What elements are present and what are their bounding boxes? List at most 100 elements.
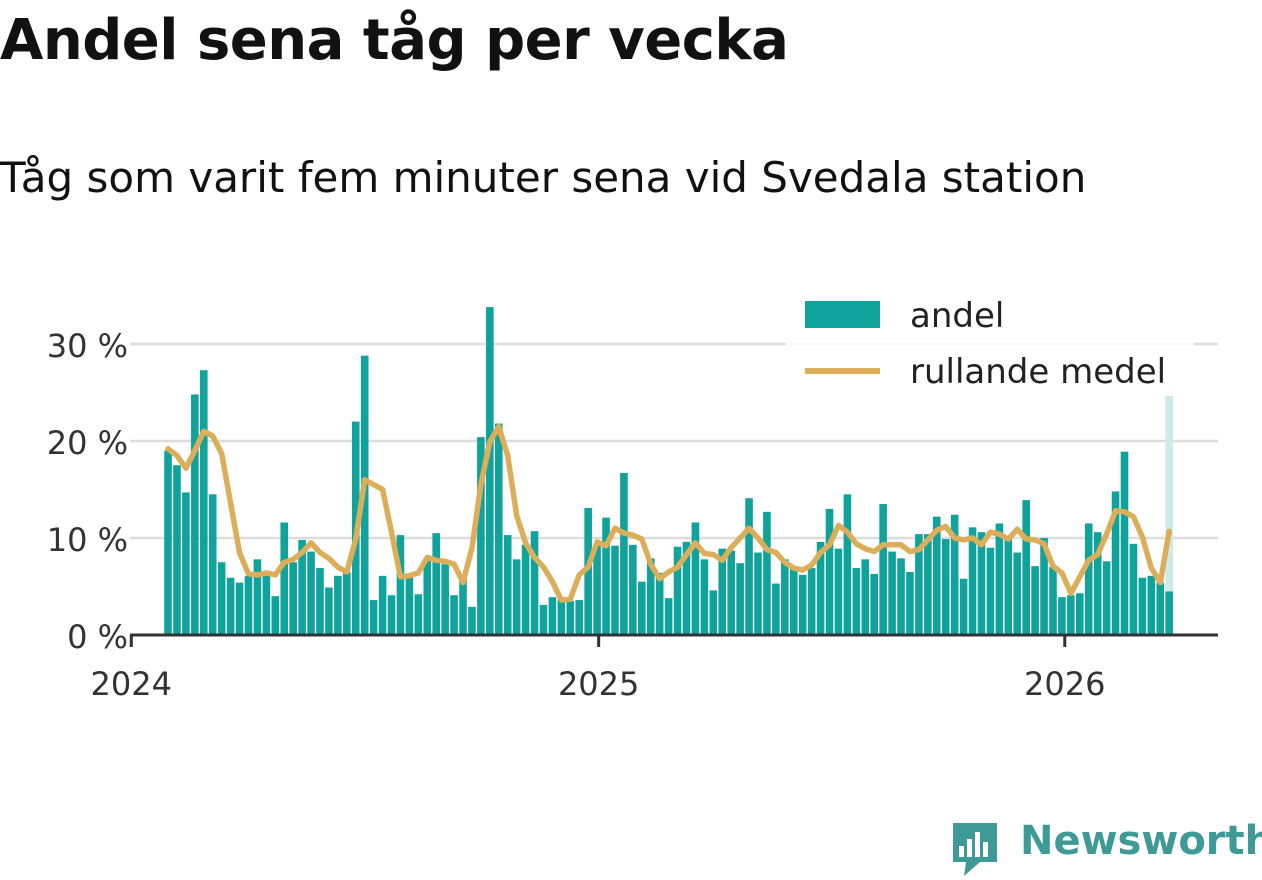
- bar: [655, 572, 664, 635]
- bar: [530, 531, 539, 635]
- bar: [816, 541, 825, 635]
- bar: [646, 558, 655, 635]
- bar: [763, 511, 771, 635]
- y-tick-label: 20 %: [47, 424, 128, 462]
- legend-label-andel: andel: [910, 296, 1004, 336]
- bar: [325, 587, 333, 635]
- bar: [575, 600, 584, 635]
- bar: [754, 552, 762, 635]
- bar: [888, 551, 896, 635]
- legend-label-rullande-medel: rullande medel: [910, 352, 1166, 392]
- bar: [1067, 595, 1075, 635]
- bar: [208, 494, 217, 635]
- bar: [486, 307, 494, 635]
- bar: [1120, 451, 1129, 635]
- bar: [477, 437, 485, 635]
- bar: [503, 535, 512, 635]
- bar: [387, 595, 396, 635]
- bar: [629, 544, 637, 635]
- bar: [253, 559, 262, 635]
- bar: [521, 544, 530, 635]
- bar: [941, 538, 950, 635]
- bar: [789, 568, 798, 635]
- bar: [414, 594, 423, 635]
- brand: Newsworthy: [950, 818, 1262, 880]
- bar: [343, 571, 351, 635]
- bar-chart-logo-icon: [953, 823, 997, 876]
- bar: [1156, 582, 1165, 635]
- bar: [1049, 567, 1057, 635]
- bar: [736, 563, 744, 635]
- bar: [548, 597, 557, 635]
- bar: [1102, 561, 1111, 635]
- bar: [1093, 532, 1102, 635]
- y-tick-label: 30 %: [47, 327, 128, 365]
- bar: [199, 370, 208, 635]
- bar: [378, 575, 387, 635]
- bar: [584, 507, 592, 635]
- bar: [271, 596, 280, 635]
- bar: [620, 473, 628, 635]
- bar: [1022, 500, 1030, 635]
- bar: [1004, 538, 1013, 635]
- bar: [1165, 591, 1173, 635]
- bar: [468, 606, 476, 635]
- bar: [700, 559, 709, 635]
- bar: [879, 504, 887, 635]
- bar: [611, 545, 619, 635]
- x-tick-label: 2024: [91, 665, 172, 703]
- bar: [637, 581, 646, 635]
- bar: [1040, 538, 1048, 635]
- bar: [1076, 593, 1084, 635]
- bar: [691, 522, 700, 635]
- bar: [852, 568, 861, 635]
- bar: [334, 575, 342, 635]
- bar: [539, 604, 548, 635]
- bar: [566, 601, 575, 635]
- bar: [182, 492, 190, 635]
- bar: [235, 582, 244, 635]
- bar: [289, 562, 297, 635]
- bar: [405, 575, 414, 635]
- bar: [1129, 543, 1138, 635]
- bar: [959, 578, 968, 635]
- bar: [1084, 523, 1093, 635]
- bar: [682, 541, 691, 635]
- bar: [932, 516, 941, 635]
- bar: [664, 598, 673, 635]
- bar: [1138, 577, 1147, 635]
- bar: [244, 575, 253, 635]
- bar: [781, 559, 789, 635]
- bar: [512, 559, 521, 635]
- bar: [772, 583, 780, 635]
- bar: [727, 550, 735, 635]
- bar: [861, 559, 870, 635]
- bar: [825, 508, 834, 635]
- chart-subtitle: Tåg som varit fem minuter sena vid Sveda…: [0, 153, 1087, 202]
- bar: [977, 532, 986, 635]
- bar: [1111, 491, 1120, 635]
- bar: [173, 465, 181, 635]
- bar: [718, 548, 727, 635]
- bar: [217, 562, 226, 635]
- bar: [191, 394, 199, 635]
- bar: [602, 517, 610, 635]
- bar: [396, 535, 405, 635]
- bar: [843, 494, 852, 635]
- bar: [262, 575, 271, 635]
- bar: [673, 546, 682, 635]
- bar: [557, 600, 566, 635]
- bar: [1147, 575, 1156, 635]
- bar: [494, 423, 503, 635]
- bar: [369, 600, 378, 635]
- bar: [709, 590, 718, 635]
- bar: [164, 450, 172, 635]
- bar: [1031, 566, 1039, 635]
- y-tick-label: 10 %: [47, 521, 128, 559]
- y-tick-label: 0 %: [67, 618, 128, 656]
- bar: [834, 548, 843, 635]
- series-line: [165, 423, 1172, 603]
- bar: [280, 522, 289, 635]
- bar: [906, 571, 914, 635]
